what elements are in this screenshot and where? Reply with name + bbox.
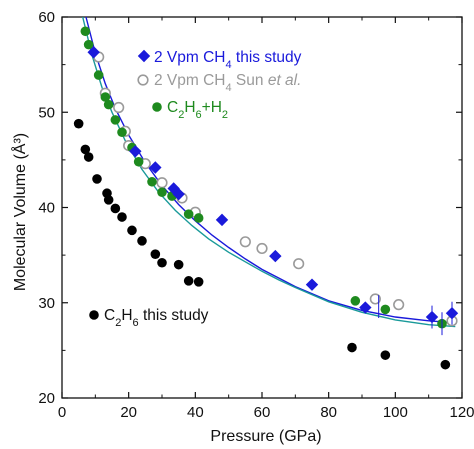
legend-ch4-this-study-part: this study [232,49,302,66]
y-tick-label: 40 [38,200,55,217]
c2h6-h2-point [100,92,111,102]
c2h6-h2-point [117,127,127,138]
legend-c2h6-part: 2 [115,317,121,329]
legend-ch4-sun-part: 4 [226,82,232,94]
legend-c2h6-part: 6 [133,317,139,329]
x-tick-label: 40 [187,404,204,421]
x-axis-label: Pressure (GPa) [210,428,321,445]
ch4-sun-point [393,299,405,311]
ch4-sun-point [239,236,251,248]
ch4-sun-point [113,101,125,114]
legend-ch4-sun-part: et al. [268,72,302,89]
ch4-this-study-point [269,249,282,263]
c2h6-point [193,276,204,287]
data-points [73,26,459,370]
legend-c2h6-h2-part: +H [202,99,222,116]
legend-c2h6-h2-part: H [184,99,195,116]
y-tick-label: 20 [38,390,55,407]
y-tick-label: 50 [38,104,55,121]
legend-marker-ch4-sun [137,74,149,86]
legend-ch4-sun-part: Sun [232,72,268,89]
x-tick-label: 120 [449,404,474,421]
c2h6-point [103,195,114,205]
c2h6-point [110,203,121,214]
legend-label-c2h6: C2H6 this study [104,307,209,329]
legend-ch4-this-study-part: 2 Vpm CH [154,49,226,66]
ch4-sun-point [256,242,268,255]
c2h6-point [137,236,147,246]
ch4-this-study-point [129,145,142,158]
legend-ch4-sun-part: 2 Vpm CH [154,72,226,89]
x-tick-label: 20 [120,404,137,421]
c2h6-point [80,144,91,155]
ch4-sun-point [156,177,168,189]
y-tick-label: 30 [38,295,55,312]
y-axis-label: Molecular Volume (Å³) [10,133,29,291]
c2h6-point [127,225,137,236]
c2h6-h2-point [110,115,121,125]
legend-marker-c2h6 [89,310,99,320]
legend-c2h6-h2-part: 6 [196,109,202,121]
ch4-this-study-point [215,213,229,227]
c2h6-point [92,174,102,184]
c2h6-h2-point [193,213,204,223]
c2h6-point [83,152,94,162]
c2h6-point [380,350,391,360]
legend-label-ch4-this-study: 2 Vpm CH4 this study [154,49,302,71]
ch4-this-study-point [87,46,100,59]
legend-c2h6-h2-part: 2 [178,109,184,121]
legend-c2h6-h2-part: C [167,99,178,116]
c2h6-h2-point [133,156,144,167]
legend-marker-c2h6-h2 [152,102,162,112]
ch4-sun-point [293,258,305,270]
x-tick-label: 100 [383,404,408,421]
c2h6-point [183,276,194,286]
c2h6-h2-point [350,296,361,306]
ch4-this-study-point [305,278,319,291]
legend-label-c2h6-h2: C2H6+H2 [167,99,228,121]
c2h6-h2-point [380,304,391,315]
c2h6-h2-point [93,70,104,80]
c2h6-point [73,118,84,129]
x-tick-label: 0 [58,404,66,421]
c2h6-point [440,359,451,370]
ch4-this-study-point [149,161,162,174]
c2h6-h2-point [147,176,157,187]
c2h6-h2-point [103,99,114,110]
ch4-sun-point [369,293,381,305]
legend-c2h6-part: C [104,307,115,324]
legend-c2h6-part: H [121,307,132,324]
legend-ch4-this-study-part: 4 [226,59,232,71]
legend-c2h6-part: this study [139,307,209,324]
c2h6-point [117,212,127,222]
ch4-this-study-point [172,187,185,201]
x-tick-label: 60 [254,404,271,421]
y-tick-label: 60 [38,9,55,26]
ch4-this-study-point [359,301,372,314]
c2h6-h2-point [83,39,94,50]
x-tick-label: 80 [320,404,337,421]
c2h6-point [157,257,167,268]
c2h6-point [173,259,184,270]
c2h6-point [150,249,161,259]
c2h6-h2-point [183,209,194,219]
legend-label-ch4-sun: 2 Vpm CH4 Sun et al. [154,72,301,94]
c2h6-point [347,342,357,353]
legend-marker-ch4-this-study [137,49,151,63]
legend-c2h6-h2-part: 2 [222,109,228,121]
c2h6-h2-point [157,187,167,198]
c2h6-h2-point [80,26,91,37]
